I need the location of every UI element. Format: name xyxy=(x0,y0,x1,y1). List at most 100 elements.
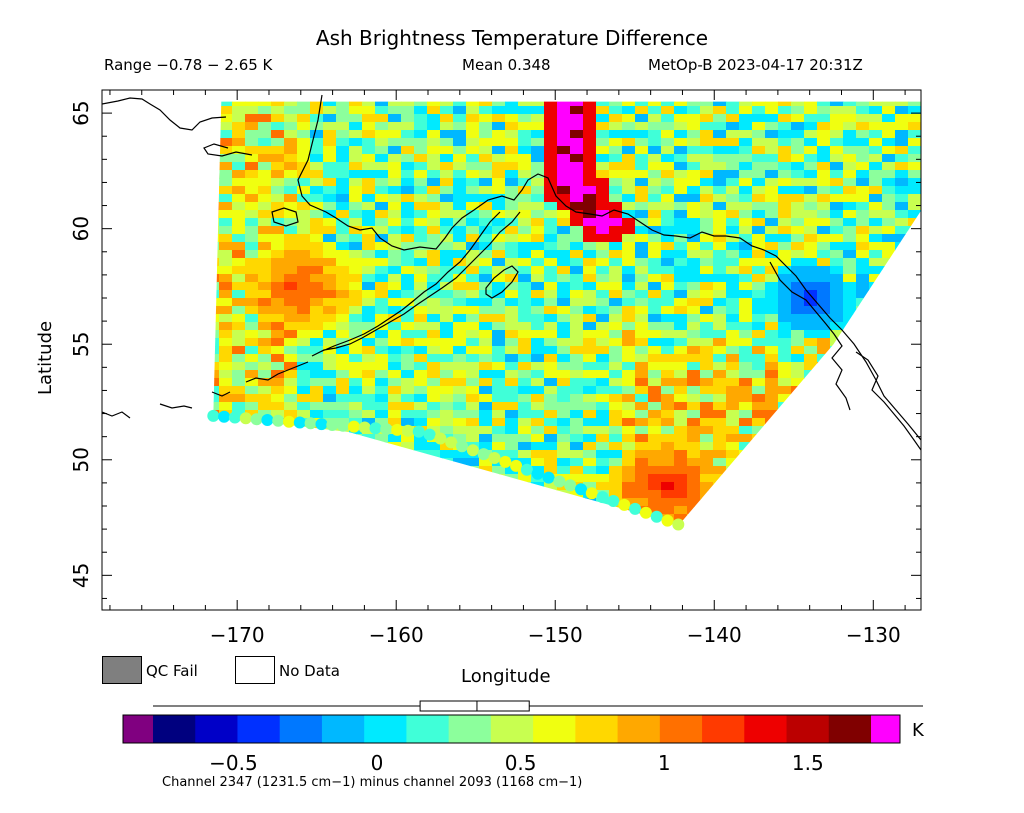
heatmap-cell xyxy=(856,370,870,379)
heatmap-cell xyxy=(154,226,168,235)
heatmap-cell xyxy=(869,362,883,371)
heatmap-cell xyxy=(557,130,571,139)
edge-cell xyxy=(596,491,609,504)
heatmap-cell xyxy=(414,210,428,219)
heatmap-cell xyxy=(167,450,181,459)
heatmap-cell xyxy=(752,578,766,587)
heatmap-cell xyxy=(453,330,467,339)
heatmap-cell xyxy=(895,562,909,571)
heatmap-cell xyxy=(414,490,428,499)
heatmap-cell xyxy=(531,426,545,435)
heatmap-cell xyxy=(895,106,909,115)
heatmap-cell xyxy=(518,298,532,307)
heatmap-cell xyxy=(427,602,441,611)
heatmap-cell xyxy=(687,210,701,219)
heatmap-cell xyxy=(830,330,844,339)
heatmap-cell xyxy=(843,434,857,443)
heatmap-cell xyxy=(726,202,740,211)
heatmap-cell xyxy=(323,474,337,483)
heatmap-cell xyxy=(271,498,285,507)
heatmap-cell xyxy=(245,202,259,211)
heatmap-cell xyxy=(674,498,688,507)
heatmap-cell xyxy=(375,354,389,363)
heatmap-cell xyxy=(102,578,116,587)
heatmap-cell xyxy=(297,314,311,323)
heatmap-cell xyxy=(648,250,662,259)
heatmap-cell xyxy=(128,234,142,243)
heatmap-cell xyxy=(154,506,168,515)
heatmap-cell xyxy=(739,330,753,339)
heatmap-cell xyxy=(713,330,727,339)
heatmap-cell xyxy=(479,570,493,579)
heatmap-cell xyxy=(830,122,844,131)
heatmap-cell xyxy=(700,538,714,547)
heatmap-cell xyxy=(479,442,493,451)
heatmap-cell xyxy=(882,274,896,283)
heatmap-cell xyxy=(635,266,649,275)
heatmap-cell xyxy=(687,578,701,587)
heatmap-cell xyxy=(570,250,584,259)
heatmap-cell xyxy=(778,466,792,475)
heatmap-cell xyxy=(817,474,831,483)
heatmap-cell xyxy=(856,162,870,171)
heatmap-cell xyxy=(505,346,519,355)
heatmap-cell xyxy=(492,242,506,251)
heatmap-cell xyxy=(752,250,766,259)
heatmap-cell xyxy=(440,554,454,563)
heatmap-cell xyxy=(635,354,649,363)
heatmap-cell xyxy=(713,186,727,195)
heatmap-cell xyxy=(336,514,350,523)
heatmap-cell xyxy=(557,586,571,595)
heatmap-cell xyxy=(349,210,363,219)
heatmap-cell xyxy=(219,506,233,515)
heatmap-cell xyxy=(102,570,116,579)
heatmap-cell xyxy=(427,562,441,571)
heatmap-cell xyxy=(180,202,194,211)
heatmap-cell xyxy=(232,458,246,467)
heatmap-cell xyxy=(908,130,921,139)
heatmap-cell xyxy=(882,122,896,131)
heatmap-cell xyxy=(557,346,571,355)
heatmap-cell xyxy=(453,101,467,107)
heatmap-cell xyxy=(388,402,402,411)
heatmap-cell xyxy=(609,250,623,259)
heatmap-cell xyxy=(232,538,246,547)
heatmap-cell xyxy=(687,546,701,555)
heatmap-cell xyxy=(427,458,441,467)
heatmap-cell xyxy=(687,570,701,579)
heatmap-cell xyxy=(297,474,311,483)
heatmap-cell xyxy=(245,154,259,163)
heatmap-cell xyxy=(479,194,493,203)
heatmap-cell xyxy=(336,490,350,499)
heatmap-cell xyxy=(323,274,337,283)
heatmap-cell xyxy=(401,250,415,259)
heatmap-cell xyxy=(518,514,532,523)
heatmap-cell xyxy=(726,434,740,443)
heatmap-cell xyxy=(219,530,233,539)
heatmap-cell xyxy=(297,362,311,371)
heatmap-cell xyxy=(869,338,883,347)
heatmap-cell xyxy=(713,194,727,203)
heatmap-cell xyxy=(752,418,766,427)
heatmap-cell xyxy=(726,170,740,179)
heatmap-cell xyxy=(518,370,532,379)
heatmap-cell xyxy=(856,138,870,147)
heatmap-cell xyxy=(739,242,753,251)
heatmap-cell xyxy=(453,274,467,283)
heatmap-cell xyxy=(193,602,207,611)
heatmap-cell xyxy=(245,250,259,259)
heatmap-cell xyxy=(843,122,857,131)
heatmap-cell xyxy=(661,466,675,475)
heatmap-cell xyxy=(388,474,402,483)
heatmap-cell xyxy=(310,522,324,525)
heatmap-cell xyxy=(375,402,389,411)
heatmap-cell xyxy=(154,586,168,595)
heatmap-cell xyxy=(531,586,545,595)
heatmap-cell xyxy=(895,338,909,347)
heatmap-cell xyxy=(388,546,402,555)
heatmap-cell xyxy=(765,602,779,611)
edge-cell xyxy=(347,420,360,433)
colorbar-unit: K xyxy=(912,720,924,741)
heatmap-cell xyxy=(583,474,597,483)
